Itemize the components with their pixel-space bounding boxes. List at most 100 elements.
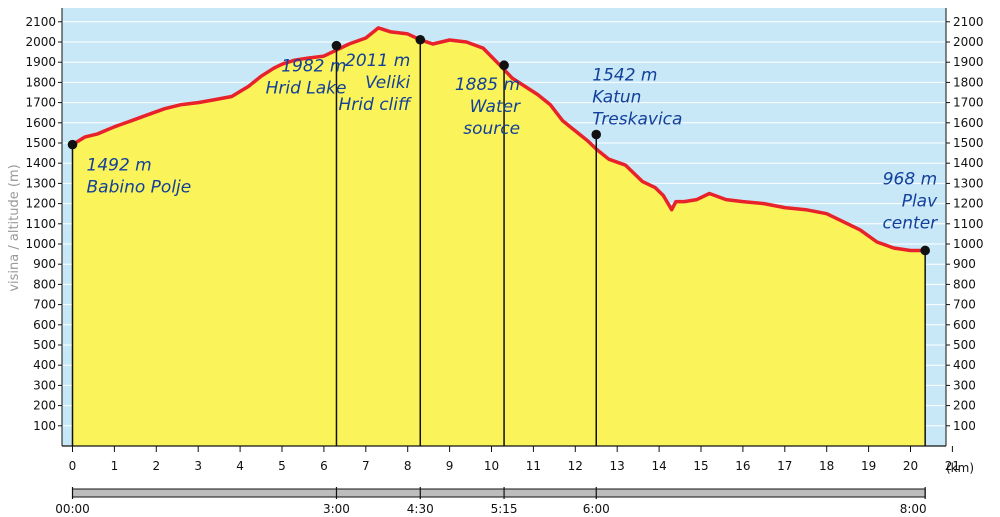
waypoint-label: 1885 m bbox=[455, 75, 520, 95]
y-tick-label-left: 2000 bbox=[25, 35, 56, 49]
time-label: 6:00 bbox=[583, 502, 610, 516]
y-tick-label-left: 800 bbox=[33, 277, 56, 291]
x-tick-label: 13 bbox=[610, 459, 625, 473]
y-tick-label-left: 1400 bbox=[25, 156, 56, 170]
elevation-fill bbox=[72, 27, 926, 447]
waypoint-dot bbox=[415, 34, 426, 45]
waypoint-markers bbox=[67, 34, 930, 446]
y-tick-label-right: 1400 bbox=[953, 156, 984, 170]
y-tick-label-left: 600 bbox=[33, 318, 56, 332]
y-tick-label-left: 1200 bbox=[25, 197, 56, 211]
y-tick-label-left: 1700 bbox=[25, 96, 56, 110]
waypoint-dot bbox=[591, 129, 602, 140]
y-tick-label-left: 1900 bbox=[25, 55, 56, 69]
y-tick-label-right: 1100 bbox=[953, 217, 984, 231]
y-tick-label-right: 1200 bbox=[953, 197, 984, 211]
y-tick-label-right: 1700 bbox=[953, 96, 984, 110]
y-tick-label-left: 1600 bbox=[25, 116, 56, 130]
time-label: 00:00 bbox=[55, 502, 90, 516]
waypoint-label: Katun bbox=[592, 88, 641, 108]
waypoint-label: Water bbox=[470, 97, 521, 117]
waypoint-label: 968 m bbox=[883, 169, 937, 189]
x-tick-label: 15 bbox=[693, 459, 708, 473]
y-tick-label-left: 300 bbox=[33, 378, 56, 392]
x-tick-label: 21 bbox=[945, 459, 960, 473]
y-tick-label-right: 1500 bbox=[953, 136, 984, 150]
y-tick-label-right: 1300 bbox=[953, 176, 984, 190]
x-axis-unit: (km) bbox=[946, 461, 974, 475]
y-tick-label-left: 100 bbox=[33, 419, 56, 433]
x-tick-label: 6 bbox=[320, 459, 328, 473]
waypoint-dot bbox=[920, 245, 930, 256]
y-tick-label-left: 1100 bbox=[25, 217, 56, 231]
x-tick-label: 1 bbox=[111, 459, 119, 473]
waypoint-label: center bbox=[882, 213, 938, 233]
waypoint-label: Veliki bbox=[365, 73, 410, 93]
y-tick-label-left: 2100 bbox=[25, 15, 56, 29]
y-tick-label-right: 500 bbox=[953, 338, 976, 352]
time-bar-track bbox=[72, 488, 926, 498]
y-tick-label-right: 2000 bbox=[953, 35, 984, 49]
y-tick-label-left: 400 bbox=[33, 358, 56, 372]
x-tick-label: 3 bbox=[194, 459, 202, 473]
y-tick-label-left: 1500 bbox=[25, 136, 56, 150]
waypoint-dot bbox=[499, 60, 509, 71]
time-bar: 00:00 3:00 4:30 5:15 6:00 8:00 bbox=[55, 487, 927, 516]
y-tick-label-right: 1800 bbox=[953, 75, 984, 89]
y-tick-label-left: 1300 bbox=[25, 176, 56, 190]
x-tick-label: 18 bbox=[819, 459, 834, 473]
y-tick-label-right: 300 bbox=[953, 378, 976, 392]
y-tick-label-left: 700 bbox=[33, 298, 56, 312]
y-axis-label: visina / altitude (m) bbox=[7, 164, 22, 291]
x-tick-label: 20 bbox=[903, 459, 918, 473]
waypoint-label: 2011 m bbox=[345, 51, 410, 71]
y-axis-left: 100 200 300 400 500 600 700 800 900 1000 1100 1200 1… bbox=[25, 8, 63, 446]
y-tick-label-left: 500 bbox=[33, 338, 56, 352]
x-tick-label: 8 bbox=[404, 459, 412, 473]
time-label: 3:00 bbox=[323, 502, 350, 516]
x-tick-label: 19 bbox=[861, 459, 876, 473]
y-tick-label-left: 1800 bbox=[25, 75, 56, 89]
waypoint-label: Treskavica bbox=[592, 110, 682, 130]
elevation-line bbox=[71, 26, 926, 253]
x-tick-label: 14 bbox=[651, 459, 666, 473]
time-label: 5:15 bbox=[491, 502, 518, 516]
waypoint-label: Hrid cliff bbox=[339, 95, 412, 115]
y-tick-label-right: 200 bbox=[953, 399, 976, 413]
waypoint-label: 1492 m bbox=[87, 156, 152, 176]
y-tick-label-right: 400 bbox=[953, 358, 976, 372]
elevation-area bbox=[71, 26, 926, 447]
waypoint-label: source bbox=[463, 119, 520, 139]
y-tick-label-right: 1000 bbox=[953, 237, 984, 251]
x-tick-label: 12 bbox=[568, 459, 583, 473]
waypoint-dot bbox=[67, 139, 78, 150]
y-tick-label-right: 2100 bbox=[953, 15, 984, 29]
y-tick-label-left: 900 bbox=[33, 257, 56, 271]
x-tick-label: 5 bbox=[278, 459, 286, 473]
y-tick-label-left: 200 bbox=[33, 399, 56, 413]
x-tick-label: 11 bbox=[526, 459, 541, 473]
waypoint-label: Babino Polje bbox=[87, 178, 192, 198]
time-label: 8:00 bbox=[900, 502, 927, 516]
x-tick-label: 16 bbox=[735, 459, 750, 473]
waypoint-label: Hrid Lake bbox=[266, 79, 347, 99]
y-tick-label-right: 100 bbox=[953, 419, 976, 433]
x-tick-label: 4 bbox=[236, 459, 244, 473]
y-tick-label-right: 1900 bbox=[953, 55, 984, 69]
y-tick-label-right: 1600 bbox=[953, 116, 984, 130]
waypoint-dot bbox=[331, 40, 342, 51]
waypoint-label: 1542 m bbox=[592, 66, 657, 86]
x-tick-label: 17 bbox=[777, 459, 792, 473]
waypoint-label: Plav bbox=[902, 191, 938, 211]
y-tick-label-left: 1000 bbox=[25, 237, 56, 251]
y-tick-label-right: 700 bbox=[953, 298, 976, 312]
y-axis-right: 100 200 300 400 500 600 700 800 900 1000 1100 1200 1… bbox=[945, 8, 984, 446]
time-label: 4:30 bbox=[407, 502, 434, 516]
x-tick-label: 9 bbox=[446, 459, 454, 473]
x-tick-label: 10 bbox=[484, 459, 499, 473]
waypoint-label: 1982 m bbox=[281, 57, 346, 77]
y-tick-label-right: 800 bbox=[953, 277, 976, 291]
y-tick-label-right: 900 bbox=[953, 257, 976, 271]
